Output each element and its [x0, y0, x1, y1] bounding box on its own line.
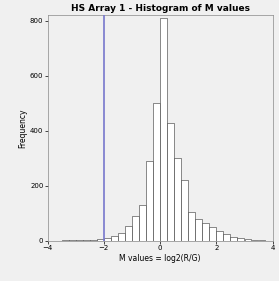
- Y-axis label: Frequency: Frequency: [18, 108, 27, 148]
- Bar: [195, 219, 202, 241]
- Bar: [202, 223, 209, 241]
- Bar: [146, 161, 153, 241]
- Bar: [83, 240, 90, 241]
- Title: HS Array 1 - Histogram of M values: HS Array 1 - Histogram of M values: [71, 4, 250, 13]
- Bar: [230, 237, 237, 241]
- Bar: [160, 18, 167, 241]
- Bar: [104, 238, 111, 241]
- Bar: [62, 240, 69, 241]
- Bar: [174, 158, 181, 241]
- Bar: [125, 226, 132, 241]
- Bar: [237, 238, 244, 241]
- Bar: [188, 212, 195, 241]
- Bar: [153, 103, 160, 241]
- Bar: [252, 240, 258, 241]
- Bar: [76, 240, 83, 241]
- Bar: [181, 180, 188, 241]
- Bar: [167, 123, 174, 241]
- Bar: [139, 205, 146, 241]
- Bar: [111, 236, 118, 241]
- Bar: [90, 240, 97, 241]
- Bar: [209, 227, 216, 241]
- Bar: [132, 216, 139, 241]
- Bar: [118, 233, 125, 241]
- Bar: [259, 240, 266, 241]
- Bar: [223, 234, 230, 241]
- Bar: [244, 239, 251, 241]
- Bar: [69, 240, 76, 241]
- Bar: [217, 231, 223, 241]
- Bar: [97, 239, 104, 241]
- X-axis label: M values = log2(R/G): M values = log2(R/G): [119, 254, 201, 263]
